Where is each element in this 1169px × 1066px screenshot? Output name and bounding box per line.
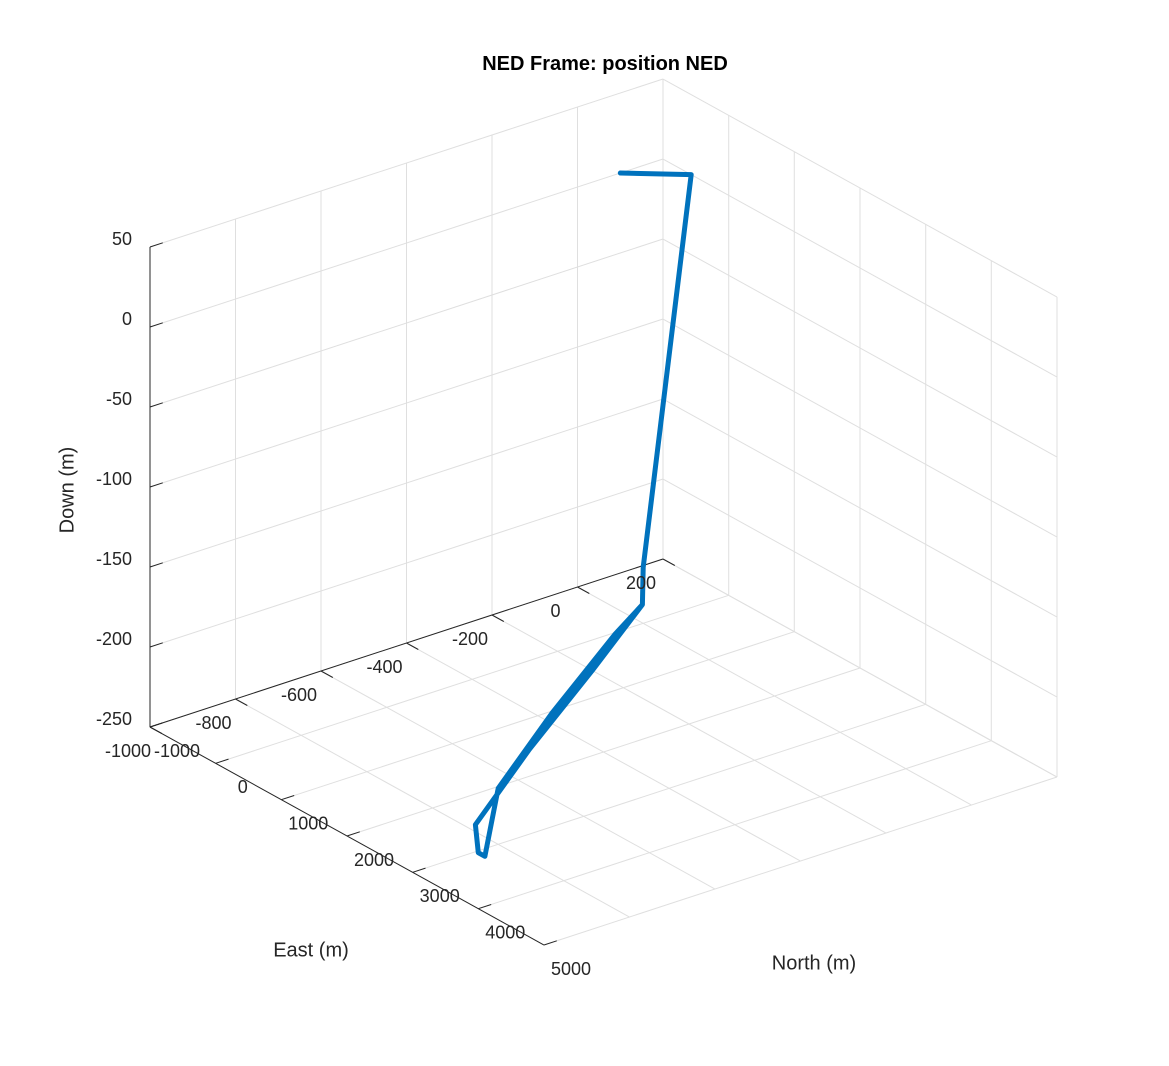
- east-tick-mark: [577, 586, 590, 594]
- down-axis-label: Down (m): [56, 447, 78, 534]
- down-tick-mark: [149, 242, 163, 248]
- north-tick-mark: [478, 904, 492, 910]
- down-tick-label: -200: [96, 629, 132, 649]
- wall-gridline-down: [662, 558, 1058, 778]
- north-tick-label: 2000: [354, 850, 394, 870]
- wall-gridline-down: [662, 318, 1058, 538]
- floor-gridline-east: [577, 586, 972, 806]
- down-tick-mark: [149, 722, 163, 728]
- wall-gridline-down: [149, 478, 664, 648]
- east-tick-label: 0: [550, 601, 560, 621]
- north-tick-label: -1000: [154, 741, 200, 761]
- grid-layer: [149, 78, 1058, 946]
- east-tick-mark: [662, 558, 676, 566]
- east-tick-label: -600: [281, 685, 317, 705]
- east-tick-label: -400: [366, 657, 402, 677]
- down-tick-mark: [149, 402, 163, 408]
- north-tick-mark: [543, 940, 557, 946]
- north-axis-label: North (m): [772, 952, 856, 974]
- north-tick-label: 1000: [288, 813, 328, 833]
- wall-gridline-down: [149, 238, 664, 408]
- wall-gridline-down: [662, 238, 1058, 458]
- down-tick-mark: [149, 482, 163, 488]
- wall-gridline-down: [149, 158, 664, 328]
- down-tick-label: 50: [112, 229, 132, 249]
- north-tick-label: 0: [238, 777, 248, 797]
- down-tick-label: -250: [96, 709, 132, 729]
- wall-gridline-down: [662, 158, 1058, 378]
- floor-gridline-east: [491, 614, 887, 834]
- down-tick-label: -50: [106, 389, 132, 409]
- east-tick-mark: [235, 698, 248, 706]
- north-tick-mark: [346, 831, 360, 837]
- wall-gridline-down: [662, 478, 1058, 698]
- series-layer: [472, 170, 694, 859]
- down-tick-mark: [149, 562, 163, 568]
- wall-gridline-down: [149, 78, 664, 248]
- floor-gridline-east: [406, 642, 801, 862]
- down-tick-mark: [149, 642, 163, 648]
- east-tick-label: -1000: [105, 741, 151, 761]
- wall-gridline-down: [662, 398, 1058, 618]
- down-tick-label: 0: [122, 309, 132, 329]
- east-tick-mark: [406, 642, 419, 650]
- chart-title: NED Frame: position NED: [482, 53, 728, 75]
- north-tick-label: 3000: [420, 886, 460, 906]
- label-layer: -1000010002000300040005000-1000-800-600-…: [56, 229, 856, 979]
- east-tick-label: -800: [195, 713, 231, 733]
- north-tick-mark: [215, 758, 229, 764]
- north-tick-mark: [281, 795, 295, 801]
- east-tick-mark: [149, 726, 163, 734]
- down-tick-label: -150: [96, 549, 132, 569]
- east-tick-label: 200: [626, 573, 656, 593]
- east-tick-mark: [320, 670, 334, 678]
- wall-gridline-down: [149, 318, 664, 488]
- floor-gridline-east: [235, 698, 630, 918]
- trajectory-line: [472, 170, 694, 859]
- down-tick-label: -100: [96, 469, 132, 489]
- east-tick-mark: [491, 614, 505, 622]
- east-tick-label: -200: [452, 629, 488, 649]
- north-tick-label: 4000: [485, 922, 525, 942]
- north-tick-label: 5000: [551, 959, 591, 979]
- wall-gridline-down: [662, 78, 1058, 298]
- floor-gridline-east: [320, 670, 716, 890]
- north-tick-mark: [412, 867, 426, 873]
- east-axis-label: East (m): [273, 939, 349, 961]
- down-tick-mark: [149, 322, 163, 328]
- axis-layer: [149, 242, 676, 946]
- wall-gridline-down: [149, 398, 664, 568]
